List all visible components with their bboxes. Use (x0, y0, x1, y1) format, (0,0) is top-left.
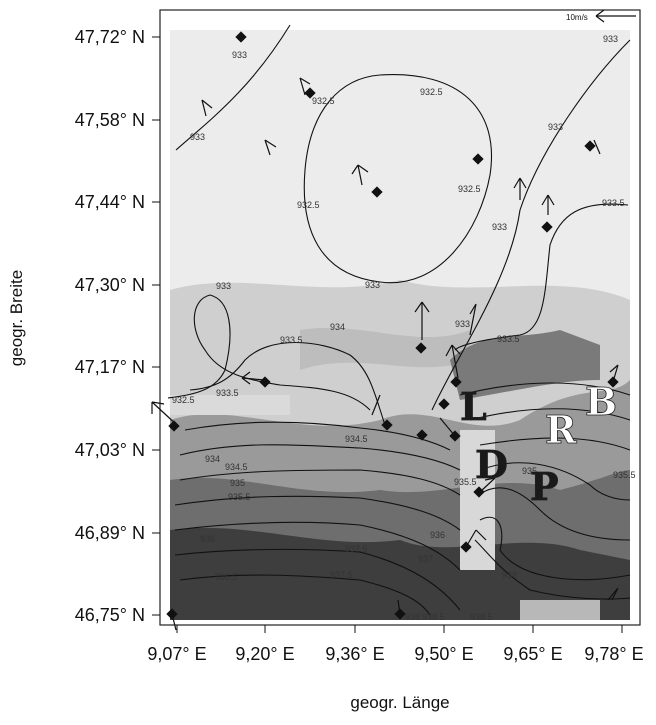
isobar-label: 933.5 (216, 388, 239, 398)
isobar-labels: 933 932.5 933 932.5 933 932.5 933 932.5 … (172, 34, 636, 622)
region-letter-l: L (460, 384, 487, 429)
x-tick-label: 9,50° E (414, 644, 473, 664)
isobar-label: 938 (502, 570, 517, 580)
isobar-label: 933 (455, 319, 470, 329)
x-axis: 9,07° E 9,20° E 9,36° E 9,50° E 9,65° E … (147, 625, 644, 712)
station-marker (472, 153, 484, 165)
station-marker (235, 31, 247, 43)
x-tick-label: 9,65° E (503, 644, 562, 664)
region-letter-p: P (530, 464, 559, 509)
isobar-label: 932.5 (458, 184, 481, 194)
isobar-label: 933 (548, 122, 563, 132)
y-tick-label: 47,17° N (75, 357, 145, 377)
station-marker (381, 419, 393, 431)
isobar-label: 932.5 (312, 96, 335, 106)
isobar-label: 932.5 (297, 200, 320, 210)
scale-arrow: 10m/s (566, 9, 636, 23)
x-tick-label: 9,07° E (147, 644, 206, 664)
y-tick-label: 47,30° N (75, 275, 145, 295)
isobar-label: 938 (405, 612, 420, 622)
isobar-label: 933.5 (602, 198, 625, 208)
isobar-label: 937.5 (345, 544, 368, 554)
isobar-label: 933.5 (497, 334, 520, 344)
station-marker (415, 342, 427, 354)
station-marker (371, 186, 383, 198)
isobar-lines (167, 24, 631, 616)
station-marker (584, 140, 596, 152)
isobar-label: 937.5 (330, 570, 353, 580)
isobar-label: 935.5 (454, 477, 477, 487)
y-tick-label: 47,58° N (75, 110, 145, 130)
isobar-label: 934 (330, 322, 345, 332)
isobar-label: 933 (492, 222, 507, 232)
isobar-label: 936 (430, 530, 445, 540)
wind-arrows (151, 77, 619, 631)
isobar-label: 938.5 (422, 612, 445, 622)
isobar-label: 936 (200, 534, 215, 544)
station-marker (168, 420, 180, 432)
x-tick-label: 9,36° E (325, 644, 384, 664)
y-tick-label: 47,72° N (75, 27, 145, 47)
y-tick-label: 46,75° N (75, 605, 145, 625)
isobar-label: 934.5 (225, 462, 248, 472)
isobar-label: 937 (418, 554, 433, 564)
isobar-label: 934 (205, 454, 220, 464)
x-tick-label: 9,78° E (584, 644, 643, 664)
isobar-label: 934.5 (345, 434, 368, 444)
isobar-label: 935.5 (228, 492, 251, 502)
isobar-label: 933 (603, 34, 618, 44)
y-axis: 47,72° N 47,58° N 47,44° N 47,30° N 47,1… (7, 27, 160, 625)
isobar-label: 933 (365, 280, 380, 290)
isobar-label: 933 (232, 50, 247, 60)
x-axis-label: geogr. Länge (350, 693, 449, 712)
region-letter-d: D (475, 442, 508, 487)
y-tick-label: 47,03° N (75, 440, 145, 460)
terrain-background (170, 30, 630, 620)
isobar-label: 932.5 (420, 87, 443, 97)
region-letters: L D P R B (460, 379, 618, 510)
isobar-label: 933 (216, 281, 231, 291)
isobar-label: 935.5 (613, 470, 636, 480)
station-marker (450, 376, 462, 388)
isobar-label: 932.5 (172, 395, 195, 405)
isobar-label: 935 (522, 466, 537, 476)
y-tick-label: 47,44° N (75, 192, 145, 212)
scale-arrow-label: 10m/s (566, 13, 588, 22)
station-marker (438, 398, 450, 410)
x-tick-label: 9,20° E (235, 644, 294, 664)
isobar-label: 938.5 (470, 612, 493, 622)
y-tick-label: 46,89° N (75, 523, 145, 543)
station-marker (473, 486, 485, 498)
y-axis-label: geogr. Breite (7, 270, 26, 366)
region-letter-r: R (545, 407, 577, 452)
isobar-label: 933 (190, 132, 205, 142)
station-marker (541, 221, 553, 233)
isobar-label: 935 (230, 478, 245, 488)
region-letter-b: B (585, 379, 617, 424)
isobar-label: 936.5 (215, 572, 238, 582)
station-marker (416, 429, 428, 441)
isobar-label: 933.5 (280, 335, 303, 345)
